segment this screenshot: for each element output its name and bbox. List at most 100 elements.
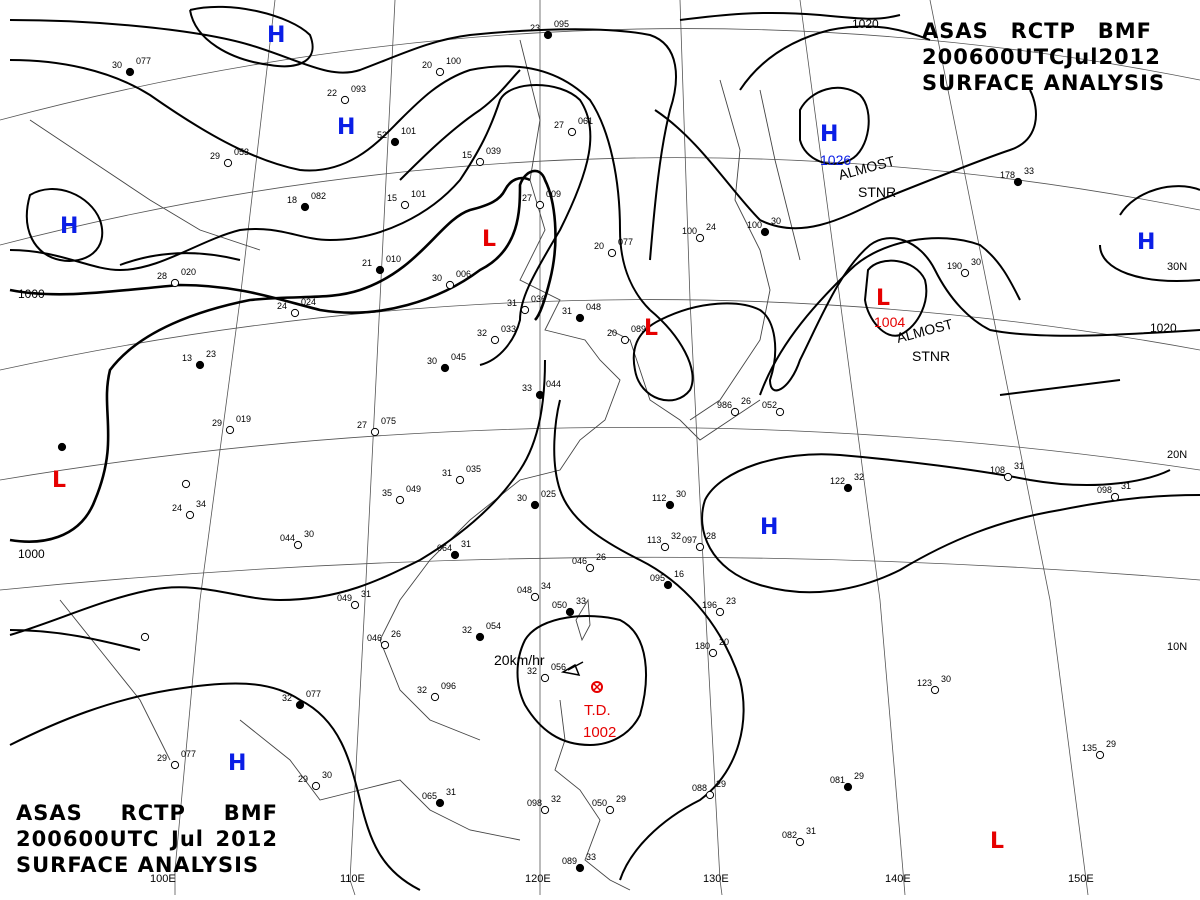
station-temperature: 098 xyxy=(527,798,542,808)
isobar-north-h-ring xyxy=(189,5,314,68)
station-dot xyxy=(475,632,485,642)
station-pressure: 093 xyxy=(351,84,366,94)
station-dot xyxy=(660,542,670,552)
station-pressure: 16 xyxy=(674,569,684,579)
header-year: 2012 xyxy=(1098,45,1161,69)
station-dot xyxy=(543,30,553,40)
isobar-label-1000-north: 1000 xyxy=(18,287,45,301)
high-center-pacific: H xyxy=(760,515,778,540)
station-dot xyxy=(170,760,180,770)
meridian-140e xyxy=(799,0,906,896)
station-dot xyxy=(340,95,350,105)
isobar-south-h xyxy=(9,682,421,891)
station-pressure: 077 xyxy=(136,56,151,66)
station-temperature: 050 xyxy=(592,798,607,808)
station-pressure: 30 xyxy=(676,489,686,499)
isobar-east-h-ring xyxy=(1099,185,1200,282)
station-pressure: 33 xyxy=(586,852,596,862)
station-temperature: 108 xyxy=(990,465,1005,475)
station-dot xyxy=(475,157,485,167)
station-dot xyxy=(300,202,310,212)
header-top-right-line3: SURFACE ANALYSIS xyxy=(922,70,1164,96)
isobar-1020-north xyxy=(679,11,931,91)
station-temperature: 20 xyxy=(607,328,617,338)
station-temperature: 088 xyxy=(692,783,707,793)
isobar-1020-south xyxy=(759,237,1021,396)
station-dot xyxy=(370,427,380,437)
tropical-depression: T.D. 1002 20km/hr xyxy=(494,652,616,741)
station-temperature: 32 xyxy=(417,685,427,695)
station-dot xyxy=(185,510,195,520)
station-dot xyxy=(695,233,705,243)
station-temperature: 29 xyxy=(212,418,222,428)
high-value-1026: 1026 xyxy=(820,152,851,168)
station-dot xyxy=(565,607,575,617)
station-dot xyxy=(607,248,617,258)
station-temperature: 190 xyxy=(947,261,962,271)
header-station: RCTP xyxy=(1010,19,1076,43)
station-temperature: 046 xyxy=(572,556,587,566)
note-stnr-2: STNR xyxy=(912,348,950,364)
station-pressure: 101 xyxy=(401,126,416,136)
header-top-right-line1: ASAS RCTP BMF xyxy=(922,18,1152,44)
footer-product: BMF xyxy=(223,801,278,825)
station-dot xyxy=(293,540,303,550)
high-center-north: H xyxy=(267,23,285,48)
header-agency: ASAS xyxy=(922,19,989,43)
station-pressure: 28 xyxy=(706,531,716,541)
station-dot xyxy=(605,805,615,815)
header-top-right: ASAS RCTP BMF 200600UTC Jul 2012 SURFACE… xyxy=(922,18,1164,96)
station-pressure: 049 xyxy=(406,484,421,494)
isobar-td-outer xyxy=(553,399,745,881)
station-temperature: 32 xyxy=(527,666,537,676)
station-dot xyxy=(708,648,718,658)
station-dot xyxy=(705,790,715,800)
station-dot xyxy=(620,335,630,345)
isobar-south-west xyxy=(9,359,546,636)
station-temperature: 049 xyxy=(337,593,352,603)
coastline-borneo-indochina xyxy=(239,719,521,841)
lon-label-130e: 130E xyxy=(703,873,729,885)
station-pressure: 075 xyxy=(381,416,396,426)
station-pressure: 33 xyxy=(1024,166,1034,176)
isobar-label-1020-east: 1020 xyxy=(1150,321,1177,335)
footer-time: 200600UTC xyxy=(16,827,160,851)
low-center-india: L xyxy=(52,468,66,493)
station-temperature: 196 xyxy=(702,600,717,610)
station-dot xyxy=(400,200,410,210)
coastline-sakhalin-kuril xyxy=(759,89,801,261)
station-pressure: 019 xyxy=(236,414,251,424)
low-value-1004: 1004 xyxy=(874,314,905,330)
parallel-30n xyxy=(0,157,1200,246)
station-dot xyxy=(195,360,205,370)
footer-agency: ASAS xyxy=(16,801,83,825)
station-temperature: 20 xyxy=(422,60,432,70)
station-dot xyxy=(395,495,405,505)
station-dot xyxy=(1013,177,1023,187)
station-temperature: 30 xyxy=(112,60,122,70)
station-pressure: 045 xyxy=(451,352,466,362)
coastline-philippines xyxy=(554,699,631,891)
station-temperature: 098 xyxy=(1097,485,1112,495)
station-pressure: 009 xyxy=(546,189,561,199)
station-temperature: 097 xyxy=(682,535,697,545)
station-pressure: 32 xyxy=(551,794,561,804)
td-symbol-cross-b xyxy=(592,682,602,692)
station-pressure: 024 xyxy=(301,297,316,307)
station-temperature: 30 xyxy=(432,273,442,283)
station-temperature: 32 xyxy=(477,328,487,338)
station-pressure: 29 xyxy=(716,779,726,789)
station-dot xyxy=(450,550,460,560)
isobar-north-ridge xyxy=(9,59,651,311)
station-dot xyxy=(530,500,540,510)
isobar-south-east-1010 xyxy=(999,379,1121,396)
station-dot xyxy=(170,278,180,288)
header-bottom-left-line1: ASAS RCTP BMF xyxy=(16,800,278,826)
station-temperature: 29 xyxy=(157,753,167,763)
station-pressure: 033 xyxy=(501,324,516,334)
station-temperature: 21 xyxy=(362,258,372,268)
isobar-pacific-h-ring xyxy=(701,453,1200,594)
station-pressure: 054 xyxy=(486,621,501,631)
